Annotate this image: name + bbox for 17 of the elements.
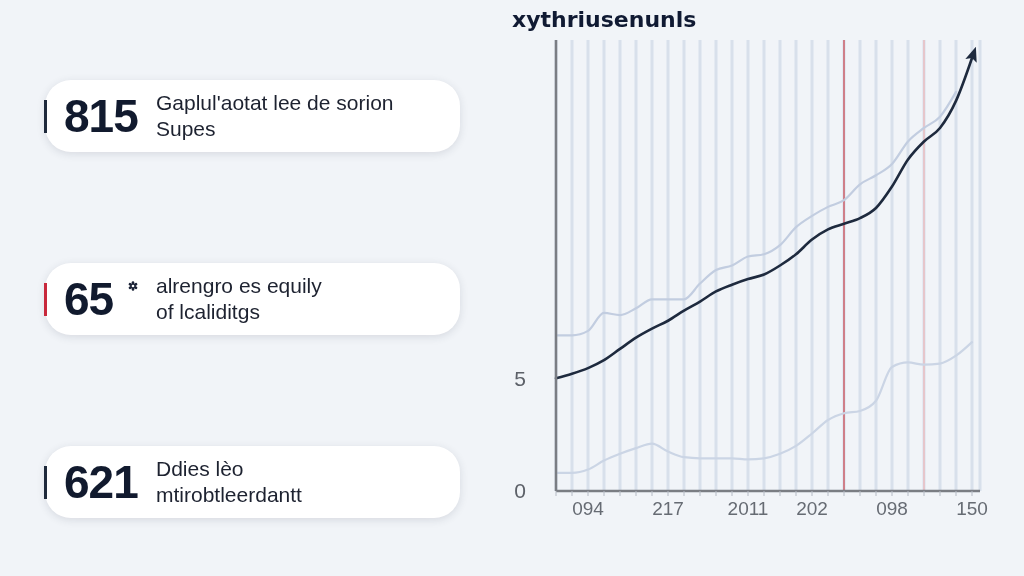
x-tick-label: 098 — [876, 498, 908, 520]
x-tick-label: 150 — [956, 498, 988, 520]
x-tick-label: 2011 — [727, 498, 769, 520]
text: alrengro es equily of lcaliditgs — [156, 273, 323, 325]
line-series — [554, 341, 974, 475]
x-tick-label: 202 — [796, 498, 828, 520]
y-tick-label: 5 — [514, 366, 526, 390]
x-tick-label: 094 — [572, 498, 605, 520]
y-tick-label: 0 — [514, 479, 526, 503]
text: Gaplul'aotat lee de sorion Supes — [156, 90, 395, 142]
x-tick-label: 217 — [652, 498, 684, 520]
text: 621 — [64, 456, 138, 508]
text: 65 — [64, 273, 114, 325]
text: Ddies lèo mtirobtleerdantt — [156, 456, 303, 508]
line-series — [554, 90, 958, 337]
chart-title: xythriusenunls — [512, 6, 697, 34]
text: 815 — [64, 90, 138, 142]
